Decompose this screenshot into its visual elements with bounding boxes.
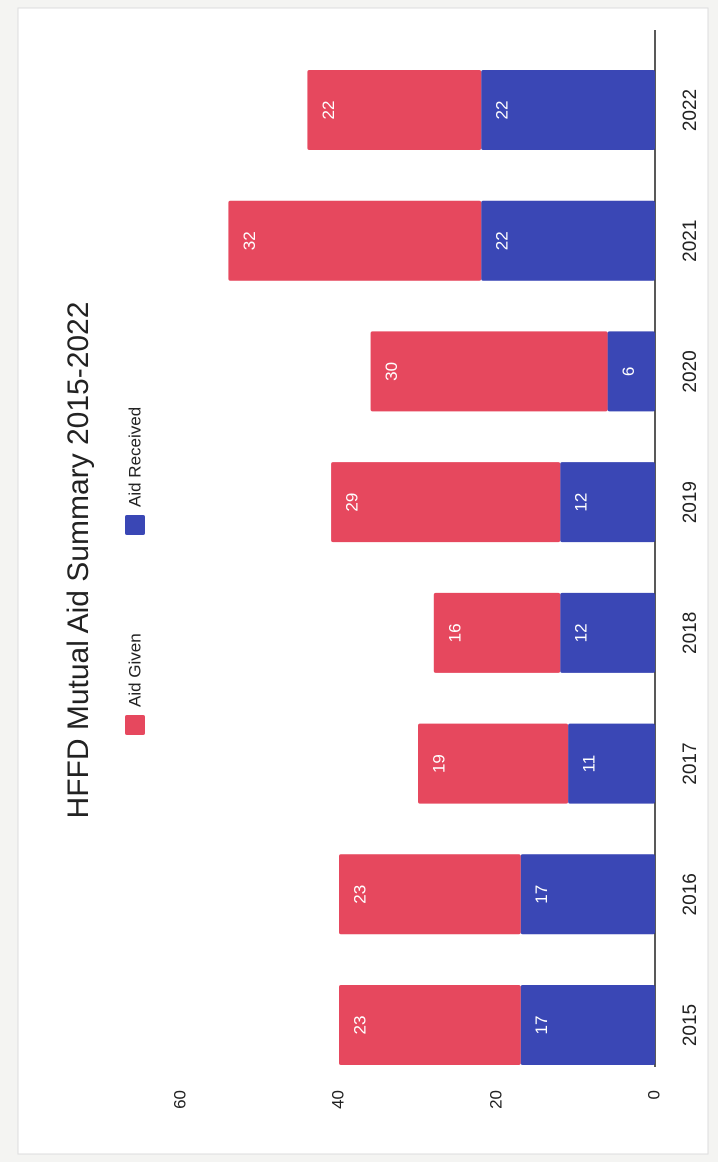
x-tick-label: 2020	[680, 350, 701, 392]
bar-segment	[607, 331, 655, 412]
bar-segment	[339, 985, 521, 1065]
photo-frame	[17, 7, 709, 1155]
bar-value-label: 6	[619, 367, 638, 376]
x-tick-label: 2015	[680, 1004, 701, 1046]
chart-title: HFFD Mutual Aid Summary 2015-2022	[62, 302, 95, 819]
bar-value-label: 30	[382, 362, 401, 381]
bar-value-label: 17	[532, 885, 551, 904]
bar-segment	[481, 70, 656, 150]
x-tick-label: 2017	[680, 742, 701, 784]
y-tick-label: 20	[486, 1090, 505, 1109]
legend-swatch	[125, 715, 145, 735]
bar-value-label: 22	[319, 101, 338, 120]
y-tick-label: 0	[644, 1090, 663, 1099]
bar-segment	[481, 200, 656, 281]
bar-segment	[560, 592, 656, 673]
bar-value-label: 32	[240, 231, 259, 250]
y-tick-label: 60	[170, 1090, 189, 1109]
bar-value-label: 16	[445, 623, 464, 642]
bar-value-label: 19	[429, 754, 448, 773]
bar-segment	[370, 331, 608, 412]
x-tick-label: 2018	[680, 612, 701, 654]
legend-swatch	[125, 515, 145, 535]
bar-segment	[433, 592, 561, 673]
bar-segment	[339, 854, 521, 935]
y-tick-label: 40	[328, 1090, 347, 1109]
bar-value-label: 11	[580, 755, 599, 773]
bar-segment	[307, 70, 482, 150]
bar-segment	[520, 854, 656, 935]
bar-value-label: 23	[350, 885, 369, 904]
bar-segment	[560, 462, 656, 543]
x-tick-label: 2021	[680, 220, 701, 262]
bar-segment	[568, 723, 655, 804]
bar-value-label: 12	[572, 623, 591, 642]
bar-value-label: 22	[493, 231, 512, 250]
x-tick-label: 2022	[680, 89, 701, 131]
bar-segment	[418, 723, 569, 804]
legend-label: Aid Given	[125, 633, 144, 707]
bar-segment	[520, 985, 656, 1065]
bar-value-label: 29	[343, 493, 362, 512]
legend-label: Aid Received	[125, 407, 144, 507]
bar-value-label: 17	[532, 1016, 551, 1035]
bar-value-label: 23	[350, 1016, 369, 1035]
rotated-chart: HFFD Mutual Aid Summary 2015-2022 0 20 40 6…	[62, 30, 701, 1109]
x-tick-label: 2019	[680, 481, 701, 523]
bar-segment	[228, 200, 482, 281]
bar-value-label: 12	[572, 493, 591, 512]
x-tick-label: 2016	[680, 873, 701, 915]
bar-segment	[331, 462, 561, 543]
bar-value-label: 22	[493, 101, 512, 120]
